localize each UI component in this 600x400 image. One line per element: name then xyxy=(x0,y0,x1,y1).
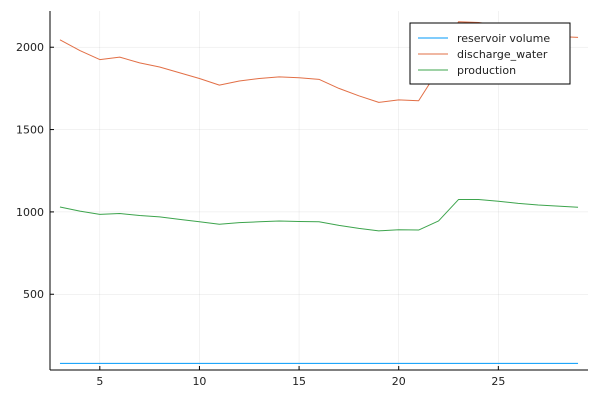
x-tick-label: 10 xyxy=(192,375,206,388)
x-axis-ticks: 5 10 15 20 25 xyxy=(96,366,505,388)
y-tick-label: 1000 xyxy=(16,206,44,219)
x-tick-label: 5 xyxy=(96,375,103,388)
legend: reservoir volume discharge_water productio… xyxy=(409,22,571,85)
legend-label: production xyxy=(457,64,516,77)
series-line-3 xyxy=(59,199,579,232)
x-tick-label: 20 xyxy=(392,375,406,388)
legend-label: reservoir volume xyxy=(457,32,550,45)
x-tick-label: 15 xyxy=(292,375,306,388)
grid-lines xyxy=(50,11,588,370)
legend-label: discharge_water xyxy=(457,48,548,61)
x-tick-label: 25 xyxy=(491,375,505,388)
y-tick-label: 500 xyxy=(23,288,44,301)
y-axis-ticks: 500 1000 1500 2000 xyxy=(16,41,54,301)
y-tick-label: 2000 xyxy=(16,41,44,54)
y-tick-label: 1500 xyxy=(16,124,44,137)
